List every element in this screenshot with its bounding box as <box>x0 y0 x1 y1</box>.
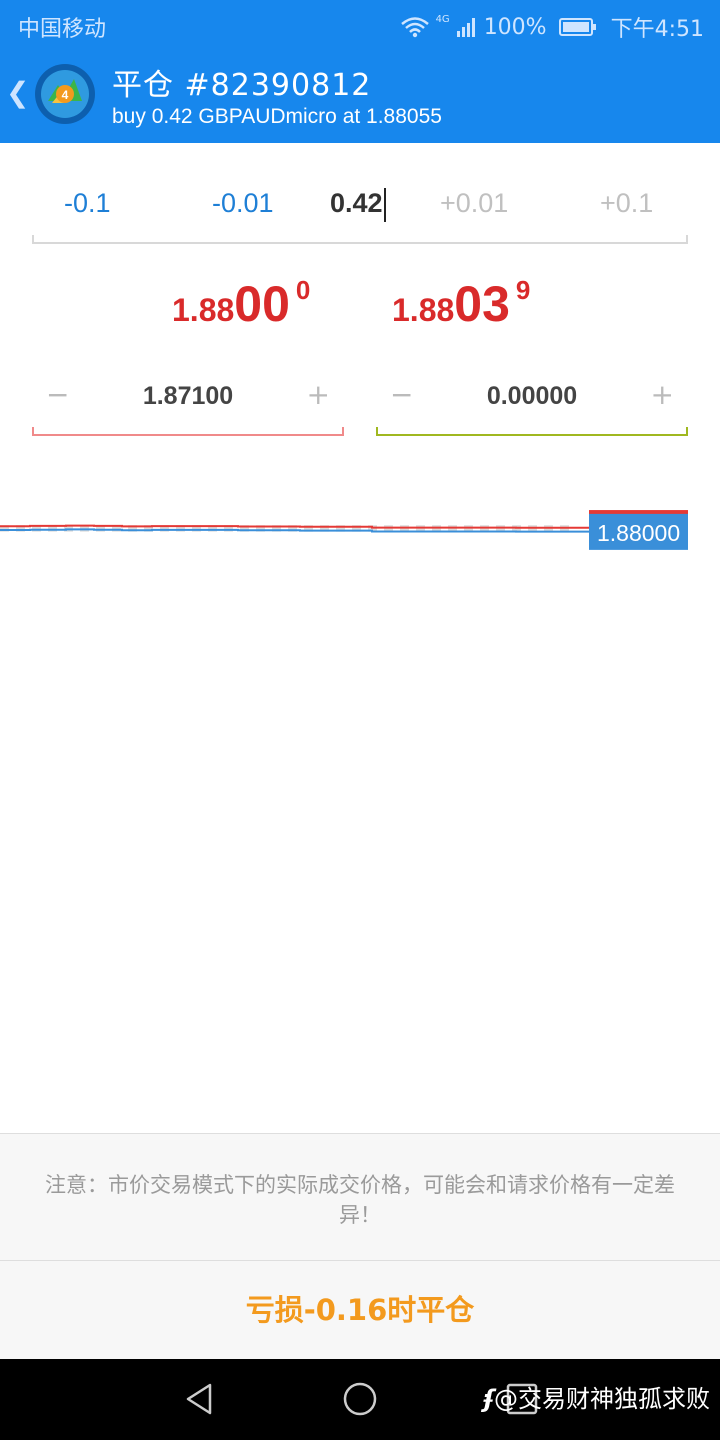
stop-loss-left-tick <box>32 427 34 436</box>
volume-minus-0-1-button[interactable]: -0.1 <box>64 188 111 218</box>
bid-price-tag: 1.88000 <box>597 520 680 546</box>
nav-back-icon[interactable] <box>182 1381 218 1417</box>
text-cursor <box>383 188 386 222</box>
bid-price-prefix: 1.88 <box>172 292 235 328</box>
svg-text:4: 4 <box>62 88 69 102</box>
tick-chart: 1.880601.880501.880401.880301.880201.880… <box>0 510 688 550</box>
stop-loss-minus-button[interactable]: − <box>46 378 70 411</box>
metatrader-logo-icon[interactable]: 4 <box>34 63 96 125</box>
take-profit-underline <box>376 434 688 436</box>
stop-loss-plus-button[interactable]: + <box>306 378 330 411</box>
battery-percent: 100% <box>483 14 547 40</box>
carrier-label: 中国移动 <box>18 17 107 42</box>
take-profit-field[interactable]: − 0.00000 + <box>376 370 688 436</box>
price-notice: 注意：市价交易模式下的实际成交价格，可能会和请求价格有一定差异！ <box>0 1133 720 1261</box>
bid-price-tag-bg <box>589 513 688 550</box>
volume-plus-0-1-button[interactable]: +0.1 <box>600 188 654 218</box>
volume-value: 0.42 <box>330 188 383 219</box>
ask-price-pips: 03 <box>454 276 510 332</box>
page-title: 平仓 #82390812 <box>112 68 372 103</box>
order-subtitle: buy 0.42 GBPAUDmicro at 1.88055 <box>112 105 442 128</box>
battery-icon <box>558 18 596 36</box>
network-type-label: 4G <box>435 13 450 25</box>
signal-icon <box>456 18 475 37</box>
navigation-bar: ʄ@交易财神独孤求败 <box>0 1359 720 1440</box>
ask-price-prefix: 1.88 <box>392 292 455 328</box>
nav-recents-icon[interactable] <box>504 1381 540 1417</box>
volume-input[interactable]: 0.42 <box>330 188 386 222</box>
volume-selector: -0.1 -0.01 0.42 +0.01 +0.1 <box>32 170 688 244</box>
take-profit-minus-button[interactable]: − <box>390 378 414 411</box>
stop-loss-field[interactable]: − 1.87100 + <box>32 370 344 436</box>
clock: 下午4:51 <box>610 17 704 42</box>
watermark-text: @交易财神独孤求败 <box>494 1385 710 1413</box>
wifi-icon <box>400 17 429 38</box>
bid-price: 1.8800 0 <box>172 275 310 333</box>
stop-loss-underline <box>32 434 344 436</box>
bid-price-fraction: 0 <box>295 275 311 305</box>
back-chevron-icon[interactable]: ❮ <box>6 76 30 109</box>
status-indicators: 4G 100% 下午4:51 <box>400 11 704 43</box>
volume-minus-0-01-button[interactable]: -0.01 <box>212 188 274 218</box>
take-profit-value[interactable]: 0.00000 <box>486 382 578 410</box>
ask-price-line <box>0 524 591 529</box>
volume-plus-0-01-button[interactable]: +0.01 <box>440 188 509 218</box>
app-bar: ❮ 4 平仓 #82390812 buy 0.42 GBPAUDmicro at… <box>0 50 720 143</box>
status-bar: 中国移动 4G 100% 下午4:51 <box>0 0 720 50</box>
take-profit-left-tick <box>376 427 378 436</box>
stop-loss-right-tick <box>342 427 344 436</box>
nav-home-icon[interactable] <box>342 1381 378 1417</box>
close-position-button[interactable]: 亏损-0.16时平仓 <box>0 1261 720 1359</box>
weibo-logo-icon: ʄ <box>483 1385 494 1413</box>
take-profit-plus-button[interactable]: + <box>650 378 674 411</box>
bid-price-line <box>0 528 591 533</box>
watermark: ʄ@交易财神独孤求败 <box>484 1379 710 1414</box>
ask-price-fraction: 9 <box>515 275 531 305</box>
stop-loss-value[interactable]: 1.87100 <box>142 382 234 410</box>
ask-price: 1.8803 9 <box>392 275 530 333</box>
bid-price-pips: 00 <box>234 276 290 332</box>
take-profit-right-tick <box>686 427 688 436</box>
